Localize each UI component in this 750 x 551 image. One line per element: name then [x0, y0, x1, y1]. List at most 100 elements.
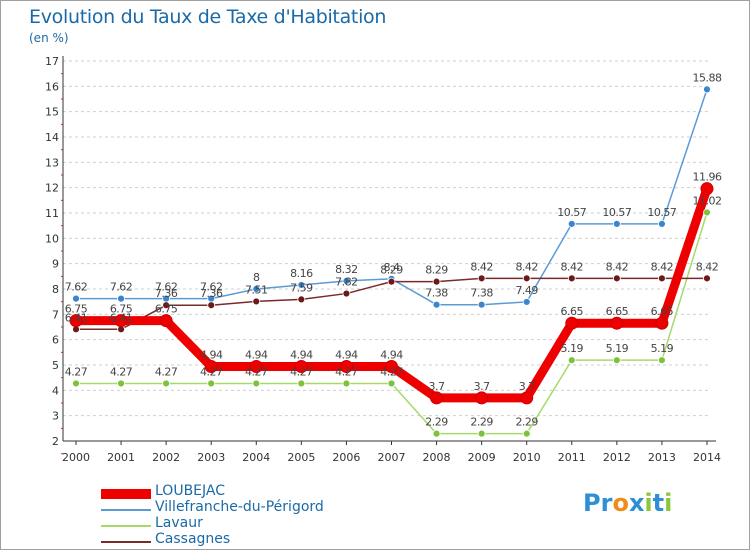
logo-letter: i	[664, 489, 673, 517]
data-point	[342, 379, 351, 388]
data-point	[477, 300, 486, 309]
data-label: 10.57	[647, 206, 676, 219]
data-label: 2.29	[425, 416, 448, 429]
data-point	[565, 316, 579, 330]
y-tick-label: 5	[52, 359, 59, 372]
data-point	[612, 219, 621, 228]
data-label: 7.82	[335, 276, 358, 289]
data-label: 8.42	[606, 260, 629, 273]
data-label: 7.62	[65, 281, 88, 294]
logo-letter: r	[600, 489, 613, 517]
y-tick-label: 16	[45, 80, 59, 93]
data-label: 8.42	[696, 260, 719, 273]
data-point	[387, 277, 396, 286]
data-point	[520, 391, 534, 405]
data-point	[567, 219, 576, 228]
data-label: 4.27	[380, 365, 403, 378]
legend-swatch	[101, 509, 151, 511]
data-point	[252, 297, 261, 306]
data-label: 7.62	[155, 281, 178, 294]
x-tick-label: 2001	[107, 451, 135, 464]
x-tick-label: 2014	[693, 451, 721, 464]
data-point	[252, 379, 261, 388]
data-label: 5.19	[606, 342, 629, 355]
data-label: 7.59	[290, 281, 313, 294]
y-tick-label: 9	[52, 258, 59, 271]
y-tick-label: 6	[52, 334, 59, 347]
data-label: 7.51	[245, 283, 268, 296]
data-point	[612, 356, 621, 365]
data-label: 4.94	[380, 349, 403, 362]
data-point	[297, 281, 306, 289]
y-tick-label: 2	[52, 435, 59, 448]
data-label: 8.29	[380, 264, 403, 277]
data-label: 7.38	[470, 287, 493, 300]
data-point	[477, 274, 486, 283]
data-label: 4.27	[245, 365, 268, 378]
data-point	[384, 360, 398, 374]
data-point	[703, 208, 711, 217]
data-point	[72, 294, 80, 303]
data-label: 8.42	[470, 260, 493, 273]
x-tick-label: 2012	[603, 451, 631, 464]
data-label: 10.57	[557, 206, 586, 219]
data-point	[430, 391, 444, 405]
data-point	[114, 314, 128, 328]
logo-letter: i	[644, 489, 653, 517]
data-point	[477, 429, 486, 438]
data-label: 4.27	[290, 365, 313, 378]
data-point	[294, 360, 308, 374]
data-point	[612, 274, 621, 283]
proxiti-logo: Proxiti	[583, 489, 672, 517]
x-tick-label: 2006	[332, 451, 360, 464]
y-tick-label: 17	[45, 55, 59, 68]
legend-swatch	[101, 525, 151, 527]
data-point	[117, 294, 125, 303]
logo-letter: o	[612, 489, 629, 517]
data-label: 3.7	[519, 380, 535, 393]
data-point	[249, 360, 263, 374]
data-label: 4.27	[200, 365, 223, 378]
data-point	[522, 274, 531, 283]
y-tick-label: 10	[45, 232, 59, 245]
data-point	[522, 298, 531, 306]
data-point	[567, 274, 576, 283]
data-point	[69, 314, 83, 328]
data-point	[207, 301, 216, 310]
data-label: 4.27	[110, 365, 133, 378]
data-point	[207, 379, 216, 388]
legend-label: Lavaur	[155, 515, 203, 531]
logo-letter: P	[583, 489, 601, 517]
chart-title: Evolution du Taux de Taxe d'Habitation	[29, 6, 387, 28]
data-label: 2.29	[515, 416, 538, 429]
data-label: 5.19	[651, 342, 674, 355]
data-label: 6.65	[561, 305, 584, 318]
data-point	[432, 300, 441, 309]
data-point	[297, 379, 306, 388]
data-point	[703, 274, 711, 283]
data-label: 8.42	[561, 260, 584, 273]
x-tick-label: 2013	[648, 451, 676, 464]
x-tick-label: 2010	[513, 451, 541, 464]
data-label: 7.36	[200, 287, 223, 300]
data-label: 8.29	[425, 264, 448, 277]
x-tick-label: 2000	[62, 451, 90, 464]
data-label: 4.94	[335, 349, 358, 362]
data-point	[342, 289, 351, 298]
data-label: 8.42	[651, 260, 674, 273]
data-label: 4.94	[245, 349, 268, 362]
data-label: 8.16	[290, 267, 313, 280]
data-label: 6.41	[110, 311, 133, 324]
y-tick-label: 4	[52, 384, 59, 397]
data-label: 11.96	[692, 171, 721, 184]
y-tick-label: 12	[45, 182, 59, 195]
x-tick-label: 2007	[377, 451, 405, 464]
legend-label: Villefranche-du-Périgord	[155, 499, 324, 515]
data-point	[432, 429, 441, 438]
data-label: 3.7	[474, 380, 490, 393]
data-point	[475, 391, 489, 405]
data-point	[658, 356, 666, 365]
data-label: 7.36	[155, 287, 178, 300]
data-point	[522, 429, 531, 438]
